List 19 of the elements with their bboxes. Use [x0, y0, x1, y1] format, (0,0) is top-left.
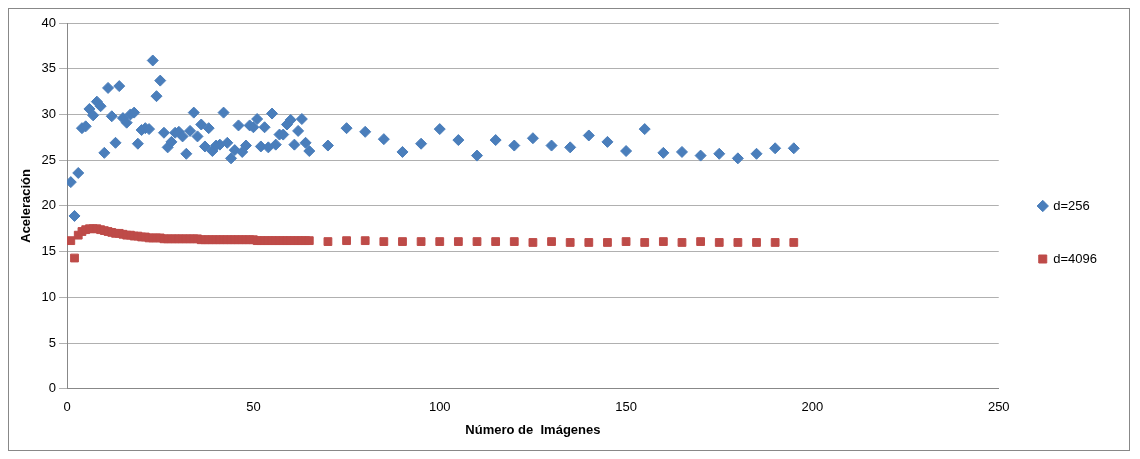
y-tick-label: 0	[48, 380, 57, 396]
y-tick-label: 25	[41, 151, 57, 167]
x-axis-title: Número de Imágenes	[465, 421, 601, 437]
y-tick-label: 35	[41, 60, 57, 76]
x-tick-label: 250	[987, 399, 1010, 415]
x-tick-label: 0	[63, 399, 71, 415]
x-tick-label: 100	[428, 399, 451, 415]
x-tick-label: 200	[801, 399, 824, 415]
y-axis-title: Aceleración	[18, 168, 34, 243]
legend-label: d=256	[1053, 197, 1090, 213]
y-tick-label: 30	[41, 106, 57, 122]
y-tick-label: 20	[41, 197, 57, 213]
y-tick-label: 5	[48, 334, 57, 350]
y-tick-label: 10	[41, 288, 57, 304]
legend-label: d=4096	[1053, 250, 1098, 266]
y-tick-label: 40	[41, 14, 57, 30]
x-tick-label: 50	[246, 399, 261, 415]
x-tick-label: 150	[615, 399, 637, 415]
y-tick-label: 15	[41, 243, 57, 259]
